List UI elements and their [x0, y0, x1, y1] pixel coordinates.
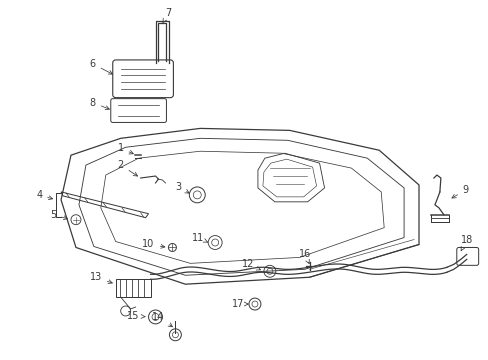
- Text: 13: 13: [89, 272, 112, 284]
- Text: 11: 11: [192, 233, 207, 243]
- Text: 12: 12: [241, 259, 260, 270]
- Text: 1: 1: [118, 143, 133, 154]
- Bar: [116, 279, 150, 297]
- Text: 18: 18: [460, 234, 472, 251]
- Text: 15: 15: [127, 311, 145, 321]
- Text: 9: 9: [451, 185, 468, 198]
- Text: 2: 2: [117, 160, 137, 176]
- Text: 3: 3: [175, 182, 189, 193]
- Text: 10: 10: [142, 239, 164, 249]
- Text: 16: 16: [298, 249, 310, 264]
- Text: 8: 8: [90, 98, 109, 109]
- Text: 4: 4: [36, 190, 53, 200]
- Text: 6: 6: [90, 59, 112, 74]
- Text: 7: 7: [163, 8, 171, 22]
- Text: 17: 17: [231, 299, 247, 309]
- Text: 14: 14: [152, 312, 172, 327]
- Text: 5: 5: [50, 210, 67, 220]
